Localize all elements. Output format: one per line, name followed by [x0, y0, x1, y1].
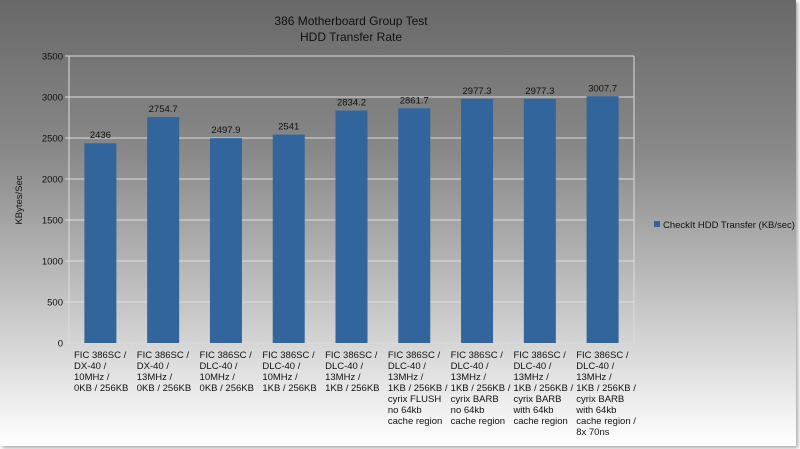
y-tick-label: 2000 [42, 175, 63, 186]
data-label: 2754.7 [149, 104, 178, 115]
bar [586, 96, 619, 344]
bar [147, 117, 180, 344]
x-tick-label-line: FIC 386SC / [451, 350, 504, 361]
bar [272, 134, 305, 343]
legend-swatch [654, 221, 660, 227]
x-tick-label-line: cache region / [576, 416, 636, 427]
x-tick-label-line: 13MHz / [513, 372, 549, 383]
x-tick-label-line: FIC 386SC / [137, 350, 190, 361]
x-tick-label-line: DLC-40 / [451, 361, 489, 372]
bar [84, 143, 117, 343]
x-tick-label-line: cyrix BARB [451, 394, 499, 405]
x-tick-label-line: cache region [451, 416, 505, 427]
x-tick-label-line: 0KB / 256KB [74, 383, 128, 394]
x-tick-label: FIC 386SC / DLC-40 /10MHz /1KB / 256KB [262, 350, 316, 394]
x-tick-label-line: FIC 386SC / [513, 350, 566, 361]
x-tick-label-line: 1KB / 256KB [325, 383, 379, 394]
x-tick-label-line: 1KB / 256KB / [513, 383, 573, 394]
x-tick-label-line: with 64kb [575, 405, 616, 416]
legend: CheckIt HDD Transfer (KB/sec) [654, 220, 795, 231]
x-tick-label: FIC 386SC / DLC-40 /10MHz /0KB / 256KB [200, 350, 254, 394]
x-tick-label-line: 13MHz / [388, 372, 424, 383]
data-label: 2861.7 [400, 95, 429, 106]
y-tick-label: 0 [58, 339, 63, 350]
x-tick-label-line: FIC 386SC / [262, 350, 315, 361]
x-tick-label-line: 10MHz / [74, 372, 110, 383]
x-tick-label-line: with 64kb [512, 405, 553, 416]
x-tick-label-line: FIC 386SC / [325, 350, 378, 361]
x-tick-label-line: 1KB / 256KB / [388, 383, 448, 394]
x-tick-label-line: FIC 386SC / [200, 350, 253, 361]
x-tick-label-line: DLC-40 / [325, 361, 363, 372]
x-tick-label-line: 0KB / 256KB [137, 383, 191, 394]
y-tick-label: 1500 [42, 216, 63, 227]
data-label: 2977.3 [525, 86, 554, 97]
x-tick-label-line: cyrix FLUSH [388, 394, 441, 405]
x-tick-label: FIC 386SC / DX-40 /10MHz /0KB / 256KB [74, 350, 128, 394]
x-tick-label-line: FIC 386SC / [74, 350, 127, 361]
x-tick-label-line: FIC 386SC / [576, 350, 629, 361]
chart-subtitle: HDD Transfer Rate [300, 30, 402, 44]
x-tick-label-line: cyrix BARB [513, 394, 561, 405]
x-tick-label-line: 1KB / 256KB / [576, 383, 636, 394]
data-label: 2541 [278, 122, 299, 133]
data-label: 2977.3 [463, 86, 492, 97]
x-tick-label-line: 13MHz / [576, 372, 612, 383]
legend-label: CheckIt HDD Transfer (KB/sec) [663, 220, 795, 231]
bar [461, 98, 494, 344]
x-tick-label-line: DLC-40 / [576, 361, 614, 372]
y-tick-label: 2500 [42, 134, 63, 145]
x-tick-label-line: cache region [513, 416, 567, 427]
x-tick-label: FIC 386SC / DX-40 /13MHz /0KB / 256KB [137, 350, 191, 394]
x-tick-label-line: DLC-40 / [513, 361, 551, 372]
bar [335, 110, 368, 343]
x-tick-label-line: 10MHz / [262, 372, 298, 383]
bar [209, 138, 242, 343]
x-tick-label: FIC 386SC / DLC-40 /13MHz /1KB / 256KB / c… [451, 350, 511, 427]
x-tick-label-line: 1KB / 256KB [262, 383, 316, 394]
x-tick-label: FIC 386SC / DLC-40 /13MHz /1KB / 256KB / c… [575, 350, 636, 438]
x-tick-label-line: 1KB / 256KB / [451, 383, 511, 394]
x-tick-label-line: FIC 386SC / [388, 350, 441, 361]
x-tick-label-line: 13MHz / [451, 372, 487, 383]
y-tick-label: 1000 [42, 257, 63, 268]
y-tick-label: 3000 [42, 93, 63, 104]
y-tick-label: 500 [47, 298, 63, 309]
x-tick-label: FIC 386SC / DLC-40 /13MHz /1KB / 256KB / c… [512, 350, 573, 427]
y-tick-label: 3500 [42, 52, 63, 63]
data-label: 2834.2 [337, 98, 366, 109]
x-tick-label-line: DX-40 / [74, 361, 107, 372]
x-tick-label-line: DLC-40 / [388, 361, 426, 372]
x-tick-label-line: cache region [388, 416, 442, 427]
x-tick-label-line: 0KB / 256KB [200, 383, 254, 394]
x-tick-label-line: DLC-40 / [262, 361, 300, 372]
y-axis-label: KBytes/Sec [14, 175, 25, 224]
x-tick-label-line: 13MHz / [137, 372, 173, 383]
x-tick-label-line: no 64kb [451, 405, 485, 416]
x-tick-label-line: DLC-40 / [200, 361, 238, 372]
x-tick-label: FIC 386SC / DLC-40 /13MHz /1KB / 256KB [325, 350, 379, 394]
data-label: 3007.7 [588, 83, 617, 94]
x-tick-label-line: 10MHz / [200, 372, 236, 383]
x-tick-label-line: 13MHz / [325, 372, 361, 383]
x-tick-label: FIC 386SC / DLC-40 /13MHz /1KB / 256KB / c… [388, 350, 448, 427]
chart-title: 386 Motherboard Group Test [274, 14, 428, 28]
x-tick-label-line: DX-40 / [137, 361, 170, 372]
data-label: 2436 [90, 130, 111, 141]
bar [398, 108, 431, 343]
x-tick-label-line: no 64kb [388, 405, 422, 416]
x-tick-label-line: 8x 70ns [576, 427, 610, 438]
bar [523, 98, 556, 344]
x-tick-label-line: cyrix BARB [576, 394, 624, 405]
data-label: 2497.9 [211, 125, 240, 136]
